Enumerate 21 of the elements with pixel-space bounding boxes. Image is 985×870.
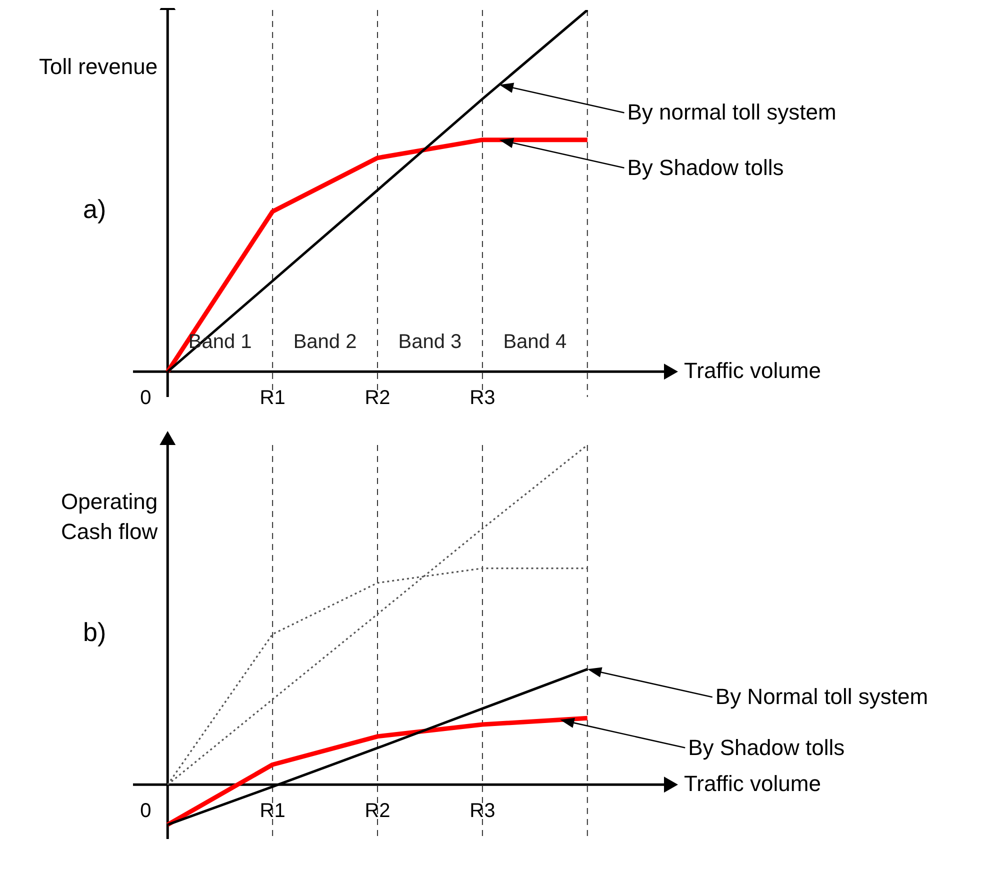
text: By Shadow tolls	[688, 734, 845, 760]
x-tick-label: R2	[364, 386, 390, 409]
annotation: By normal toll system	[627, 100, 836, 125]
annotation: Band 2	[293, 330, 357, 353]
text: a)	[83, 194, 106, 225]
x-tick-label: R3	[470, 800, 496, 822]
x-tick-label: R2	[364, 800, 390, 822]
annotation: By Shadow tolls	[627, 154, 784, 180]
y-axis-title: Operating Cash flow	[60, 488, 158, 546]
x-tick-label: 0	[140, 800, 152, 822]
x-tick-label: 0	[140, 386, 152, 409]
annotation: Band 4	[503, 330, 567, 353]
text: b)	[83, 616, 106, 648]
x-tick-label: R1	[260, 386, 286, 409]
x-tick-label: R3	[470, 386, 496, 409]
x-axis-title: Traffic volume	[684, 358, 821, 384]
x-axis-title: Traffic volume	[684, 770, 821, 797]
y-axis-title: Toll revenue	[38, 53, 158, 81]
x-tick-label: R1	[260, 800, 286, 822]
text: By Normal toll system	[715, 684, 928, 710]
annotation: Band 3	[398, 330, 462, 353]
